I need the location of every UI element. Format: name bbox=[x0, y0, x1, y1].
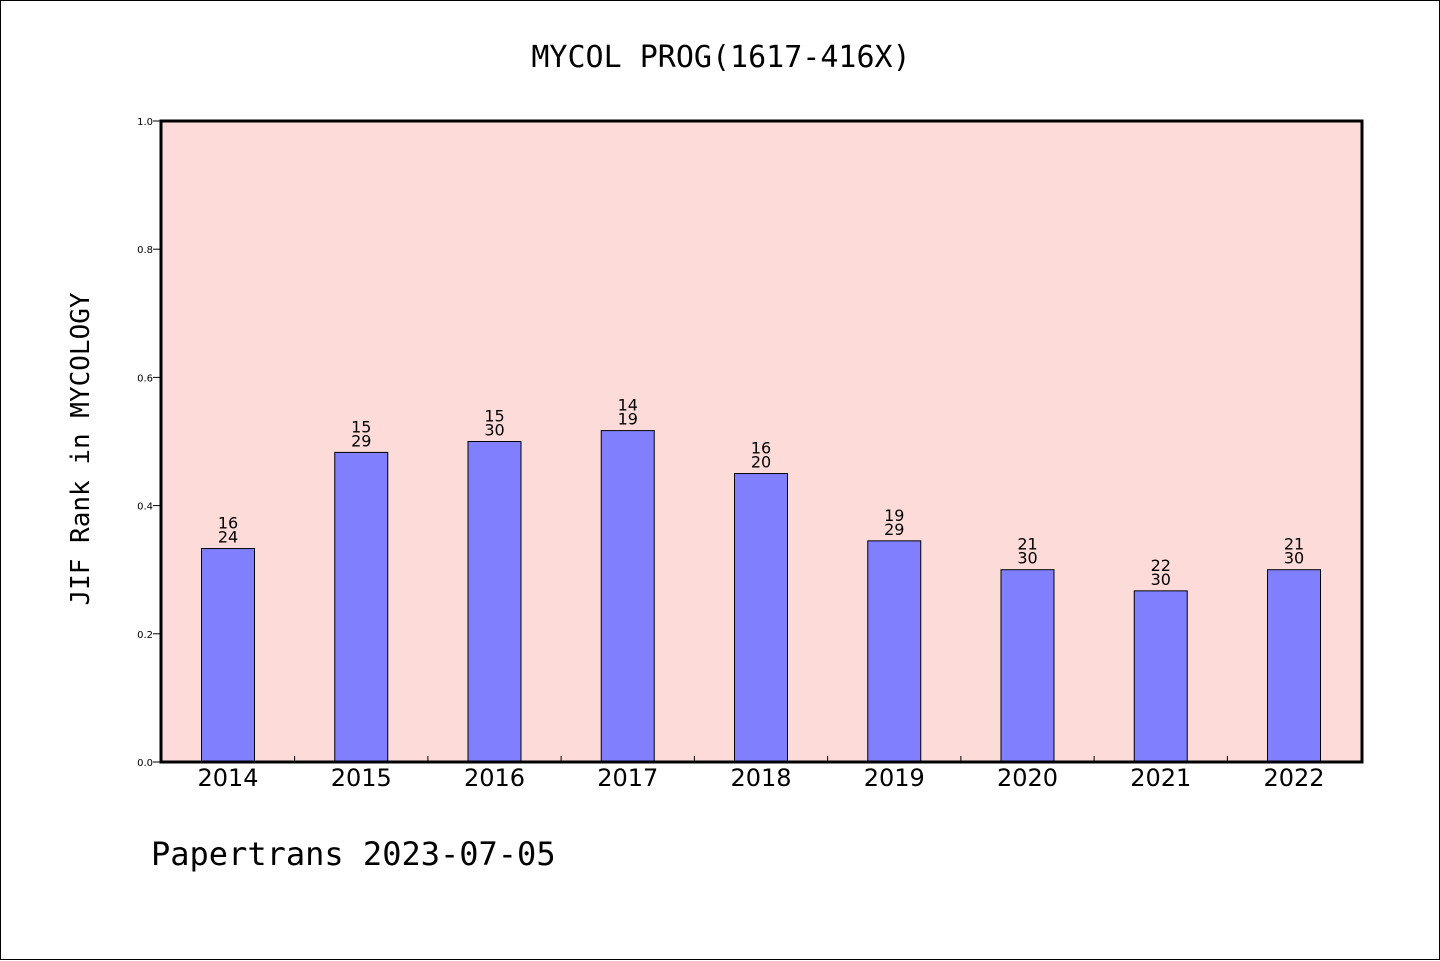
bar-rank-label-2014: 16 bbox=[218, 514, 238, 533]
bar-total-label-2020: 30 bbox=[1017, 549, 1037, 568]
bar-rank-label-2018: 16 bbox=[751, 439, 771, 458]
bar-2014 bbox=[201, 548, 255, 763]
y-axis-label: JIF Rank in MYCOLOGY bbox=[66, 292, 96, 605]
bar-2021 bbox=[1133, 590, 1188, 763]
bar-total-label-2015: 29 bbox=[351, 431, 371, 450]
x-tick-label-2020: 2020 bbox=[997, 764, 1058, 792]
bar-total-label-2016: 30 bbox=[484, 421, 504, 440]
bar-2015 bbox=[334, 451, 389, 763]
y-tick-label-0.2: 0.2 bbox=[137, 630, 153, 641]
bar-2016 bbox=[467, 441, 522, 763]
y-axis-ticks: 0.0 0.2 0.4 0.6 0.8 1.0 bbox=[137, 117, 161, 769]
bar-rank-label-2021: 22 bbox=[1151, 556, 1171, 575]
bar-2022 bbox=[1267, 569, 1321, 763]
x-tick-label-2021: 2021 bbox=[1130, 764, 1191, 792]
bar-rank-label-2020: 21 bbox=[1017, 535, 1037, 554]
x-tick-label-2015: 2015 bbox=[331, 764, 392, 792]
y-tick-label-0.0: 0.0 bbox=[137, 758, 153, 769]
bar-total-label-2017: 19 bbox=[618, 410, 638, 429]
x-tick-label-2019: 2019 bbox=[864, 764, 925, 792]
x-axis-ticks: 2014 2015 2016 2017 2018 2019 2020 2021 2022 bbox=[197, 756, 1325, 792]
bar-2019 bbox=[867, 540, 922, 763]
bars-group bbox=[201, 430, 1321, 763]
bar-rank-label-2017: 14 bbox=[618, 396, 638, 415]
y-tick-label-0.4: 0.4 bbox=[137, 502, 153, 513]
chart-title: MYCOL PROG(1617-416X) bbox=[531, 40, 910, 75]
bar-total-label-2018: 20 bbox=[751, 453, 771, 472]
bar-rank-label-2022: 21 bbox=[1284, 535, 1304, 554]
x-tick-label-2017: 2017 bbox=[597, 764, 658, 792]
x-tick-label-2016: 2016 bbox=[464, 764, 525, 792]
bar-total-label-2014: 24 bbox=[218, 528, 238, 547]
bar-2017 bbox=[600, 430, 655, 763]
y-tick-label-1.0: 1.0 bbox=[137, 117, 153, 128]
bar-rank-label-2015: 15 bbox=[351, 417, 371, 436]
y-tick-label-0.8: 0.8 bbox=[137, 245, 153, 256]
x-tick-label-2022: 2022 bbox=[1263, 764, 1324, 792]
bar-rank-label-2019: 19 bbox=[884, 506, 904, 525]
bar-2020 bbox=[1000, 569, 1055, 763]
plot-border bbox=[159, 119, 1364, 764]
bar-total-label-2022: 30 bbox=[1284, 549, 1304, 568]
bar-2018 bbox=[734, 473, 788, 763]
bar-total-label-2019: 29 bbox=[884, 520, 904, 539]
x-tick-label-2018: 2018 bbox=[730, 764, 791, 792]
footer-credit: Papertrans 2023-07-05 bbox=[151, 835, 556, 873]
y-tick-label-0.6: 0.6 bbox=[137, 373, 153, 384]
bar-rank-label-2016: 15 bbox=[484, 407, 504, 426]
x-tick-label-2014: 2014 bbox=[197, 764, 258, 792]
bar-total-label-2021: 30 bbox=[1151, 570, 1171, 589]
